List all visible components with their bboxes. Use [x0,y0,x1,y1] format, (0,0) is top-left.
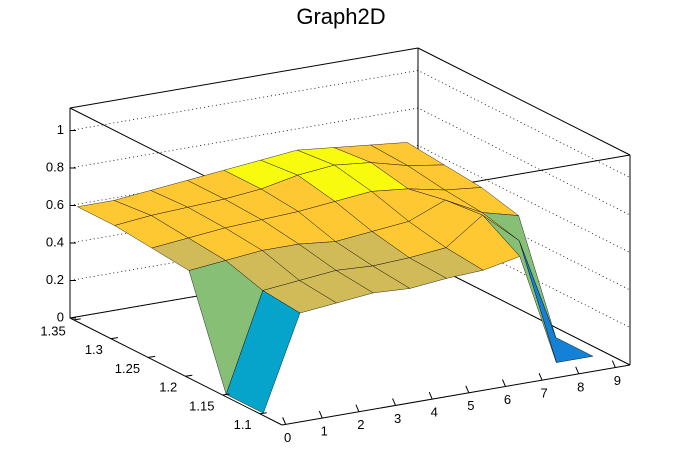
z-tick-label: 0.8 [46,159,64,174]
y-tick-label: 1.15 [189,398,214,413]
box-edge [69,47,419,109]
y-tick [259,412,267,415]
z-tick-label: 0 [57,309,64,324]
chart-title: Graph2D [296,4,385,29]
x-tick [465,385,470,393]
y-tick [185,374,193,377]
x-tick-label: 7 [540,386,547,401]
x-tick [392,398,397,406]
z-tick-label: 0.2 [46,272,64,287]
x-tick [355,404,360,412]
x-tick [538,372,543,381]
y-tick [110,337,118,340]
y-tick [148,355,156,358]
x-tick-label: 6 [504,392,511,407]
y-tick-label: 1.25 [115,361,140,376]
x-tick-label: 9 [614,373,621,388]
y-tick [73,318,81,321]
x-tick [318,410,323,419]
box-edge [417,47,631,156]
z-tick-label: 0.6 [46,197,64,212]
x-tick [501,379,506,387]
x-tick-label: 2 [357,417,364,432]
y-tick-label: 1.3 [85,342,103,357]
x-tick-label: 5 [467,398,474,413]
x-tick [428,391,433,400]
x-tick-label: 3 [394,411,401,426]
y-axis [69,317,283,426]
y-tick [222,393,230,396]
x-tick-label: 8 [577,379,584,394]
x-axis [281,364,631,426]
y-tick-label: 1.35 [40,323,65,338]
x-tick [611,360,616,368]
y-tick-label: 1.1 [234,417,252,432]
x-tick [575,366,580,375]
z-tick-label: 0.4 [46,234,64,249]
x-tick-label: 4 [431,405,438,420]
x-tick [282,417,287,425]
surface-cell [225,290,301,414]
x-tick-label: 0 [284,430,291,445]
y-tick-label: 1.2 [159,380,177,395]
x-tick-label: 1 [321,423,328,438]
z-tick-label: 1 [57,122,64,137]
